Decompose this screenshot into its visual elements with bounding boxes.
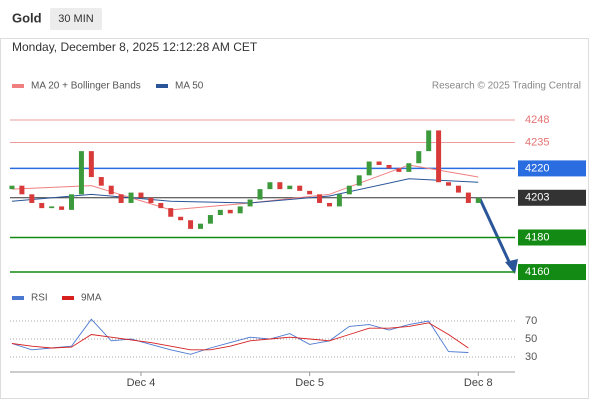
candle <box>188 220 194 229</box>
candle <box>88 151 94 178</box>
x-tick-label: Dec 4 <box>127 377 156 389</box>
candle <box>59 206 65 210</box>
candle <box>128 192 134 203</box>
candle <box>386 164 392 169</box>
candle <box>29 194 35 203</box>
candle <box>39 202 45 209</box>
candle <box>118 194 124 203</box>
legend-label: MA 50 <box>175 81 204 92</box>
candle <box>297 185 303 191</box>
candle <box>108 185 114 195</box>
y-tick-label: 30 <box>525 351 537 363</box>
candle <box>257 189 263 200</box>
candle <box>178 216 184 221</box>
candle <box>227 209 233 214</box>
candle <box>207 215 213 224</box>
legend-label: RSI <box>31 293 48 304</box>
frame <box>0 38 589 399</box>
candle <box>366 161 372 176</box>
level-label: 4160 <box>525 266 549 278</box>
level-box <box>518 264 586 281</box>
x-tick-label: Dec 5 <box>295 377 324 389</box>
legend-swatch <box>156 84 168 88</box>
y-tick-label: 50 <box>525 333 537 345</box>
candle <box>376 161 382 165</box>
candle <box>287 185 293 190</box>
candle <box>98 177 104 186</box>
candle <box>49 206 55 209</box>
candle <box>475 197 481 203</box>
level-box <box>518 229 586 246</box>
candle <box>158 202 164 209</box>
candle <box>19 185 25 195</box>
level-label: 4203 <box>525 192 549 204</box>
candle <box>168 208 174 217</box>
timeframe-box[interactable] <box>50 8 102 30</box>
candle <box>247 199 253 207</box>
candle <box>416 151 422 164</box>
candle <box>446 182 452 186</box>
candle <box>307 190 313 195</box>
timeframe[interactable]: 30 MIN <box>58 13 94 25</box>
candle <box>465 192 471 203</box>
candle <box>326 202 332 207</box>
y-tick-label: 70 <box>525 315 537 327</box>
level-label: 4248 <box>525 114 549 126</box>
candle <box>9 185 15 190</box>
candle <box>69 194 75 210</box>
x-tick-label: Dec 8 <box>464 377 493 389</box>
legend-swatch <box>62 296 74 300</box>
level-label: 4220 <box>525 162 549 174</box>
level-box <box>518 189 586 206</box>
candle <box>78 151 84 195</box>
datetime: Monday, December 8, 2025 12:12:28 AM CET <box>12 40 258 54</box>
candle <box>336 194 342 207</box>
level-label: 4180 <box>525 231 549 243</box>
candle <box>317 194 323 203</box>
level-box <box>518 160 586 177</box>
candle <box>406 163 412 172</box>
legend-swatch <box>12 296 24 300</box>
candle <box>455 185 461 193</box>
arrow <box>478 198 513 267</box>
candle <box>277 182 283 190</box>
series-line <box>11 322 469 351</box>
arrow-head <box>505 259 518 274</box>
candle <box>237 206 243 214</box>
legend-label: 9MA <box>81 293 102 304</box>
credit: Research © 2025 Trading Central <box>432 81 581 92</box>
candle <box>148 197 154 203</box>
level-label: 4235 <box>525 136 549 148</box>
candle <box>197 223 203 229</box>
candle <box>267 182 273 190</box>
symbol: Gold <box>12 10 42 25</box>
candle <box>217 209 223 216</box>
candle <box>436 130 442 183</box>
legend-label: MA 20 + Bollinger Bands <box>31 81 141 92</box>
series-line <box>11 318 469 355</box>
legend-swatch <box>12 84 24 88</box>
candle <box>426 130 432 152</box>
candle <box>346 185 352 195</box>
candle <box>396 168 402 172</box>
candle <box>356 175 362 186</box>
candle <box>138 192 144 198</box>
